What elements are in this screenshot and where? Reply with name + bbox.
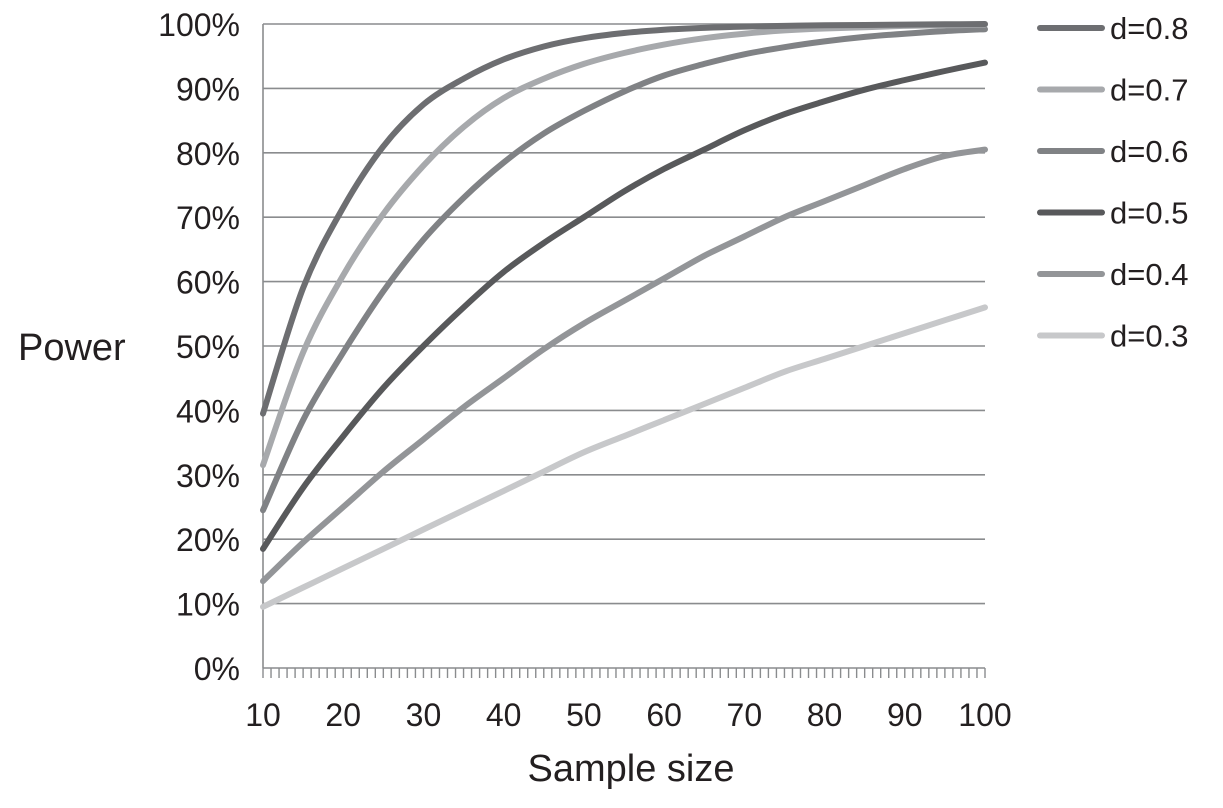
legend-label: d=0.6 xyxy=(1110,134,1188,169)
legend-label: d=0.3 xyxy=(1110,319,1188,354)
legend-label: d=0.7 xyxy=(1110,73,1188,108)
y-tick-label: 50% xyxy=(176,329,240,365)
y-tick-label: 60% xyxy=(176,265,240,301)
gridlines xyxy=(263,23,985,669)
series-line-d-0-4 xyxy=(260,146,988,585)
y-tick-label: 20% xyxy=(176,522,240,558)
y-tick-label: 40% xyxy=(176,393,240,429)
y-tick-label: 30% xyxy=(176,458,240,494)
x-tick-label: 10 xyxy=(245,697,281,733)
y-tick-label: 10% xyxy=(176,587,240,623)
series-line-d-0-3 xyxy=(260,304,988,610)
legend-label: d=0.8 xyxy=(1110,11,1188,46)
x-tick-label: 30 xyxy=(406,697,442,733)
legend-label: d=0.4 xyxy=(1110,257,1188,292)
x-tick-label: 60 xyxy=(646,697,682,733)
series-lines xyxy=(260,21,988,610)
y-axis-label: Power xyxy=(18,327,126,369)
axes: 0% 10% 20% 30% 40% 50% 60% 70% 80% 90% 100% 10 20 30 4… xyxy=(158,7,1012,733)
y-tick-label: 100% xyxy=(158,7,240,43)
x-axis-label: Sample size xyxy=(528,748,735,790)
x-tick-label: 90 xyxy=(887,697,923,733)
x-tick-label: 100 xyxy=(958,697,1011,733)
legend-label: d=0.5 xyxy=(1110,196,1188,231)
x-tick-label: 40 xyxy=(486,697,522,733)
y-tick-label: 80% xyxy=(176,136,240,172)
x-tick-label: 50 xyxy=(566,697,602,733)
y-tick-label: 90% xyxy=(176,71,240,107)
series-line-d-0-5 xyxy=(260,59,988,552)
x-tick-label: 70 xyxy=(727,697,763,733)
series-line-d-0-8 xyxy=(260,21,988,417)
x-tick-label: 20 xyxy=(325,697,361,733)
series-line-d-0-6 xyxy=(260,26,988,514)
x-tick-label: 80 xyxy=(807,697,843,733)
legend: d=0.8 d=0.7 d=0.6 d=0.5 d=0.4 d=0.3 xyxy=(1037,11,1188,354)
y-tick-label: 0% xyxy=(194,651,240,687)
y-tick-label: 70% xyxy=(176,200,240,236)
